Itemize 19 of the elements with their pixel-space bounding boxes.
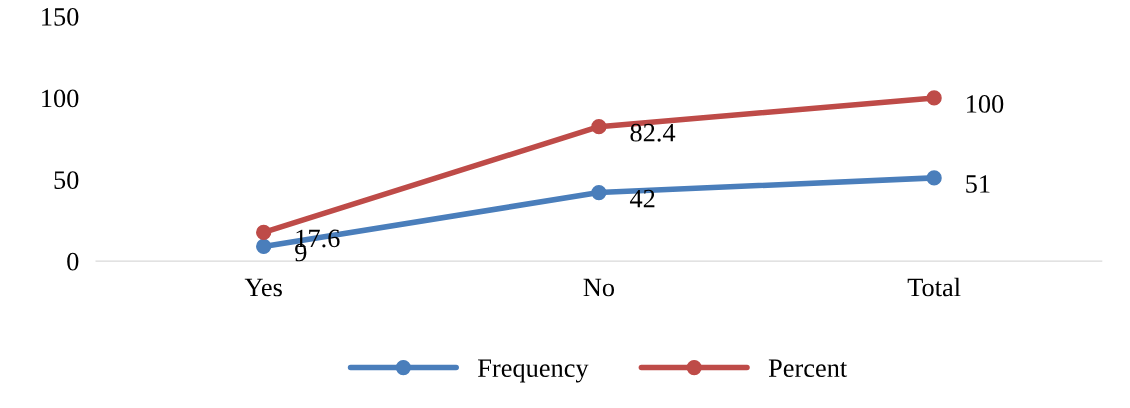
- legend-label: Percent: [768, 359, 848, 378]
- legend-label: Frequency: [478, 359, 589, 383]
- x-tick-label: No: [583, 278, 615, 297]
- point: [256, 238, 272, 255]
- x-tick-label: Yes: [244, 278, 282, 297]
- point: [591, 119, 607, 135]
- data-label: 100: [967, 95, 1004, 113]
- y-tick-label: 100: [42, 89, 79, 108]
- y-tick-label: 0: [67, 252, 79, 271]
- point: [926, 170, 942, 186]
- y-tick-label: 150: [42, 7, 79, 26]
- point: [926, 90, 942, 106]
- point: [256, 224, 272, 241]
- data-label: 82.4: [630, 123, 676, 142]
- data-label: 51: [966, 175, 990, 193]
- x-tick-label: Total: [907, 277, 961, 297]
- point: [591, 184, 607, 201]
- y-tick-label: 50: [54, 171, 79, 189]
- data-label: 42: [629, 189, 655, 208]
